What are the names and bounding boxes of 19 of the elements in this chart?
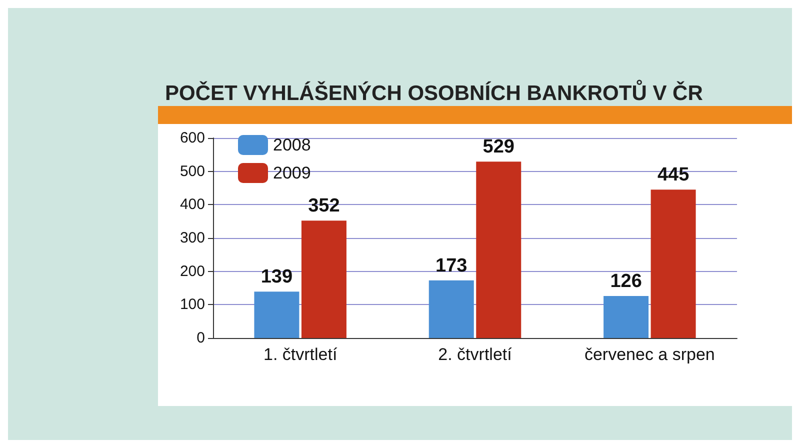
y-tick-label: 300 [180, 230, 205, 246]
y-tick-label: 600 [180, 130, 205, 146]
y-tick-label: 0 [196, 330, 205, 346]
chart-title: POČET VYHLÁŠENÝCH OSOBNÍCH BANKROTŮ V ČR [165, 79, 703, 105]
data-label: 352 [308, 196, 340, 217]
data-label: 126 [610, 271, 642, 292]
legend-label: 2008 [273, 136, 311, 154]
data-label: 139 [260, 266, 293, 288]
x-tick-label: 2. čtvrtletí [438, 345, 512, 364]
x-tick-label: červenec a srpen [584, 345, 715, 364]
x-tick-label: 1. čtvrtletí [263, 345, 338, 364]
y-tick-label: 500 [180, 162, 205, 180]
y-tick-label: 400 [180, 196, 205, 214]
data-label: 529 [482, 136, 514, 158]
data-label: 173 [436, 255, 468, 276]
data-label: 445 [657, 164, 690, 186]
y-tick-label: 200 [180, 262, 205, 280]
legend-label: 2009 [273, 164, 311, 182]
y-tick-label: 100 [180, 296, 205, 314]
